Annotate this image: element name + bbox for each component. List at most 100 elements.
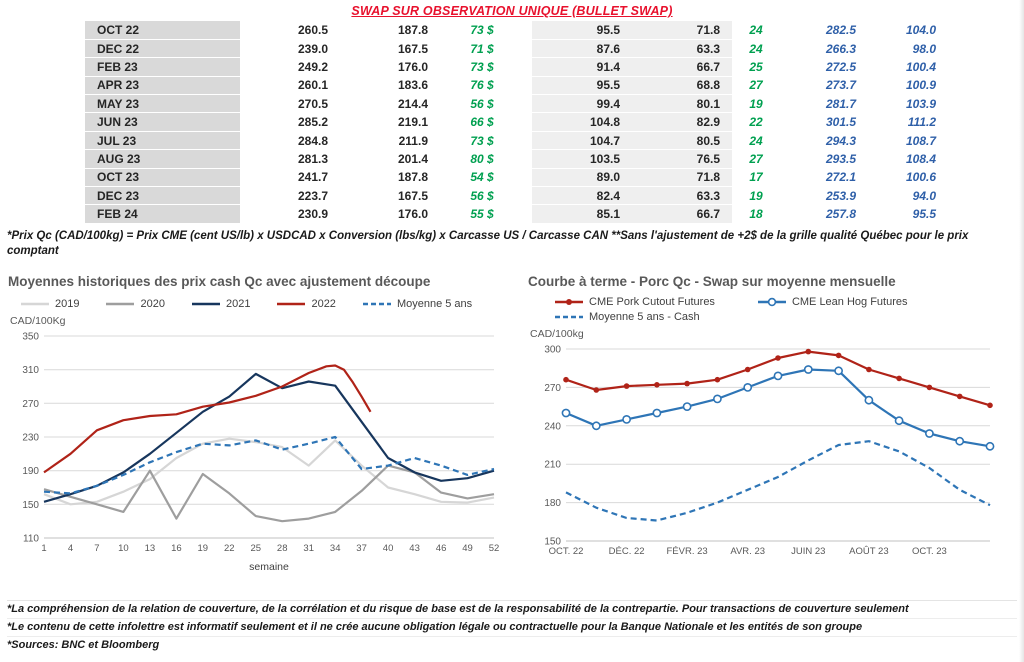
cell-us-price: 95.5 — [532, 76, 632, 96]
legend-item-2021: 2021 — [191, 298, 250, 310]
marker-ring — [591, 421, 601, 431]
cell-us-reference: 68.8 — [632, 76, 732, 96]
x-tick-label: 22 — [224, 543, 235, 554]
table-row: MAY 23 270.5 214.4 56 $99.4 80.1 19 281.7 103.9 — [85, 94, 948, 114]
marker-ring — [652, 408, 662, 418]
y-tick-label: 310 — [22, 365, 39, 376]
marker-ring — [834, 366, 843, 376]
cell-us-price: 91.4 — [532, 57, 632, 77]
cell-forward-us: 104.0 — [868, 21, 948, 40]
line-swatch-icon — [277, 302, 306, 306]
cell-forward-us: 108.7 — [868, 131, 948, 151]
legend-label: Moyenne 5 ans — [396, 298, 473, 310]
legend-item-2020: 2020 — [105, 298, 165, 310]
forward-curve-chart: Courbe à terme - Porc Qc - Swap sur moye… — [528, 274, 1020, 565]
page-edge-shadow — [1019, 0, 1024, 662]
table-row: FEB 23 249.2 176.0 73 $91.4 66.7 25 272.5 100.4 — [85, 57, 948, 77]
cell-qc-reference: 201.4 — [340, 149, 440, 169]
series-2021 — [43, 372, 495, 503]
cell-us-reference: 82.9 — [632, 112, 732, 132]
swap-table-body: OCT 22 260.5 187.8 73 $95.5 71.8 24 282.5 104.0… — [85, 21, 948, 224]
disclaimer-line-1: *La compréhension de la relation de couv… — [7, 600, 1017, 618]
y-tick-label: 150 — [544, 537, 561, 548]
legend-label: CME Pork Cutout Futures — [589, 296, 715, 308]
cell-swap-value-cad: 80 $ — [440, 149, 532, 169]
cell-us-reference: 63.3 — [632, 186, 732, 206]
cell-forward-us: 100.9 — [868, 76, 948, 96]
line-swatch-icon — [555, 299, 583, 305]
historical-chart-title: Moyennes historiques des prix cash Qc av… — [8, 274, 431, 289]
marker-dot — [775, 355, 781, 361]
marker-ring — [712, 394, 722, 404]
legend-label: Moyenne 5 ans - Cash — [589, 311, 700, 323]
cell-us-price: 82.4 — [532, 186, 632, 206]
cell-us-price: 104.8 — [532, 112, 632, 132]
marker-ring — [894, 416, 904, 426]
swap-table: OCT 22 260.5 187.8 73 $95.5 71.8 24 282.5 104.0… — [85, 21, 948, 224]
cell-qc-price: 285.2 — [240, 112, 340, 132]
legend-item-cme-pork-cutout-futures: CME Pork Cutout Futures — [554, 296, 715, 308]
cell-swap-value-cad: 71 $ — [440, 39, 532, 59]
cell-swap-value-cad: 76 $ — [440, 76, 532, 96]
cell-forward-qc: 272.5 — [788, 57, 868, 77]
table-row: APR 23 260.1 183.6 76 $95.5 68.8 27 273.7 100.9 — [85, 76, 948, 96]
marker-dot — [623, 383, 630, 389]
x-tick-label: 49 — [462, 543, 473, 554]
y-axis-title: CAD/100kg — [530, 328, 584, 340]
cell-swap-value-cad: 73 $ — [440, 57, 532, 77]
cell-qc-price: 260.1 — [240, 76, 340, 96]
cell-month: OCT 22 — [85, 21, 240, 40]
cell-us-reference: 71.8 — [632, 168, 732, 188]
x-tick-label: AVR. 23 — [730, 546, 765, 557]
marker-dot — [654, 382, 660, 388]
marker-dot — [987, 402, 993, 409]
line-swatch-icon — [21, 302, 49, 306]
x-tick-label: OCT. 22 — [549, 546, 584, 557]
cell-forward-us: 111.2 — [868, 112, 948, 132]
charts-section: Moyennes historiques des prix cash Qc av… — [0, 274, 1024, 594]
marker-ring — [803, 365, 813, 374]
marker-dot — [714, 376, 721, 383]
cell-forward-qc: 282.5 — [788, 21, 868, 40]
cell-swap-value-us: 24 — [732, 21, 788, 40]
cell-forward-qc: 301.5 — [788, 112, 868, 132]
cell-swap-value-cad: 54 $ — [440, 168, 532, 188]
cell-qc-price: 223.7 — [240, 186, 340, 206]
marker-dot — [744, 366, 751, 373]
cell-us-reference: 71.8 — [632, 21, 732, 40]
cell-qc-reference: 214.4 — [340, 94, 440, 114]
marker-ring — [561, 408, 571, 418]
cell-forward-us: 100.6 — [868, 168, 948, 188]
cell-swap-value-cad: 66 $ — [440, 112, 532, 132]
cell-swap-value-us: 19 — [732, 94, 788, 114]
cell-qc-reference: 167.5 — [340, 186, 440, 206]
cell-month: AUG 23 — [85, 149, 240, 169]
y-tick-label: 270 — [22, 399, 39, 410]
marker-dot — [866, 366, 872, 373]
cell-month: JUL 23 — [85, 131, 240, 151]
cell-qc-reference: 187.8 — [340, 168, 440, 188]
cell-us-reference: 66.7 — [632, 204, 732, 224]
cell-us-reference: 66.7 — [632, 57, 732, 77]
marker-dot — [926, 384, 933, 391]
legend-item-2022: 2022 — [276, 298, 336, 310]
x-tick-label: JUIN 23 — [791, 546, 825, 557]
series-2019 — [43, 437, 495, 506]
cell-forward-us: 100.4 — [868, 57, 948, 77]
cell-forward-us: 95.5 — [868, 204, 948, 224]
cell-us-reference: 76.5 — [632, 149, 732, 169]
table-row: DEC 23 223.7 167.5 56 $82.4 63.3 19 253.9 94.0 — [85, 186, 948, 206]
y-tick-label: 230 — [22, 433, 39, 444]
cell-us-price: 95.5 — [532, 21, 632, 40]
marker-ring — [622, 415, 631, 424]
cell-forward-qc: 273.7 — [788, 76, 868, 96]
table-row: DEC 22 239.0 167.5 71 $87.6 63.3 24 266.3 98.0 — [85, 39, 948, 59]
cell-forward-qc: 272.1 — [788, 168, 868, 188]
x-tick-label: 46 — [436, 543, 447, 554]
cell-swap-value-us: 24 — [732, 131, 788, 151]
forward-chart-title: Courbe à terme - Porc Qc - Swap sur moye… — [528, 274, 896, 289]
cell-qc-reference: 183.6 — [340, 76, 440, 96]
line-swatch-icon — [106, 302, 135, 306]
marker-dot — [684, 380, 690, 387]
